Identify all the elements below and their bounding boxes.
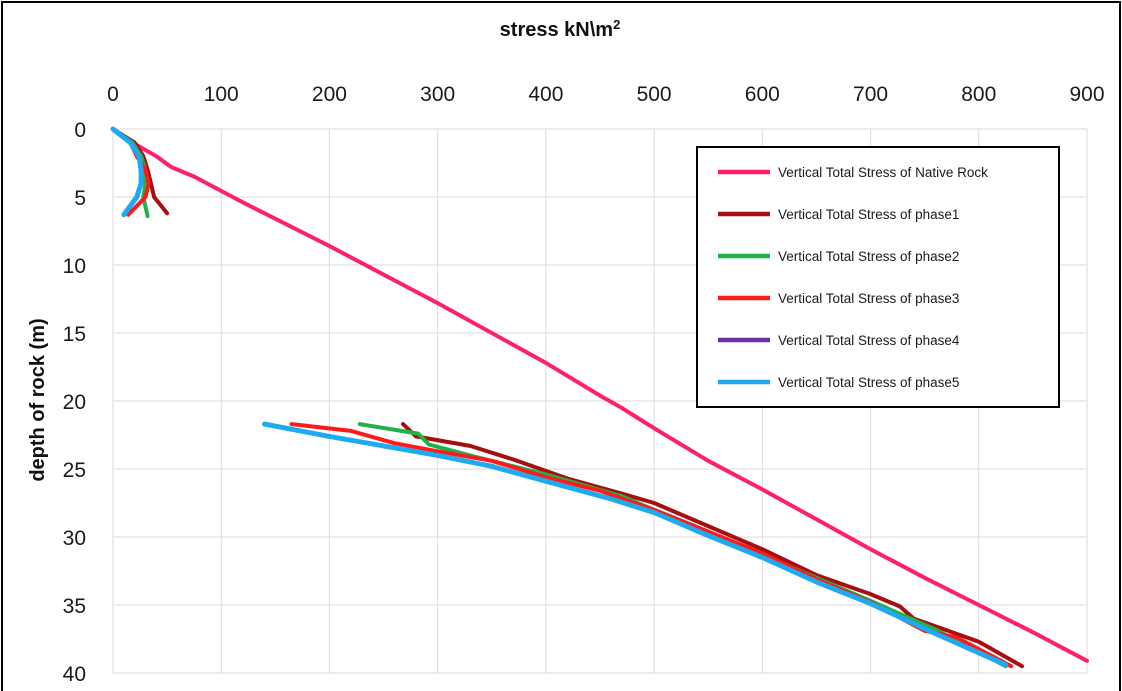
- x-tick-label: 800: [961, 83, 996, 106]
- x-tick-label: 300: [420, 83, 455, 106]
- x-tick-label: 600: [745, 83, 780, 106]
- y-tick-label: 20: [63, 391, 86, 414]
- x-tick-label: 0: [107, 83, 119, 106]
- x-axis-title-superscript: 2: [613, 17, 620, 32]
- y-tick-label: 15: [63, 323, 86, 346]
- x-tick-label: 100: [204, 83, 239, 106]
- legend-label: Vertical Total Stress of phase1: [778, 207, 959, 222]
- legend: Vertical Total Stress of Native Rock Vert…: [696, 146, 1060, 408]
- legend-label: Vertical Total Stress of phase2: [778, 249, 959, 264]
- legend-label: Vertical Total Stress of phase5: [778, 375, 959, 390]
- x-tick-labels: 0 100 200 300 400 500 600 700 800 900: [107, 83, 1104, 106]
- legend-items: Vertical Total Stress of Native Rock Vert…: [718, 165, 988, 390]
- x-axis-title: stress kN\m2: [500, 17, 621, 41]
- series-line-phase5-upper: [110, 126, 144, 218]
- legend-label: Vertical Total Stress of phase4: [778, 333, 960, 348]
- y-tick-label: 5: [74, 187, 86, 210]
- series-line-phase5-lower: [262, 421, 1009, 668]
- legend-label: Vertical Total Stress of phase3: [778, 291, 959, 306]
- x-axis-title-text: stress kN\m: [500, 19, 613, 41]
- y-tick-labels: 0 5 10 15 20 25 30 35 40: [63, 119, 86, 686]
- y-tick-label: 35: [63, 595, 86, 618]
- y-tick-label: 40: [63, 663, 86, 686]
- y-tick-label: 25: [63, 459, 86, 482]
- x-tick-label: 500: [637, 83, 672, 106]
- series-line-phase1-lower: [401, 422, 1025, 669]
- x-tick-label: 400: [528, 83, 563, 106]
- x-tick-label: 200: [312, 83, 347, 106]
- y-axis-title: depth of rock (m): [27, 318, 49, 481]
- y-tick-label: 0: [74, 119, 86, 142]
- series-line-native-rock-upper: [111, 127, 1089, 663]
- x-tick-label: 700: [853, 83, 888, 106]
- series-lines: [110, 126, 1089, 669]
- legend-box: [696, 146, 1060, 408]
- legend-label: Vertical Total Stress of Native Rock: [778, 165, 988, 180]
- y-tick-label: 10: [63, 255, 86, 278]
- y-tick-label: 30: [63, 527, 86, 550]
- x-tick-label: 900: [1069, 83, 1104, 106]
